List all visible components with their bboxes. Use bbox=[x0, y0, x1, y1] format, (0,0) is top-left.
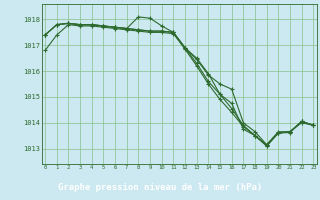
Text: Graphe pression niveau de la mer (hPa): Graphe pression niveau de la mer (hPa) bbox=[58, 183, 262, 192]
